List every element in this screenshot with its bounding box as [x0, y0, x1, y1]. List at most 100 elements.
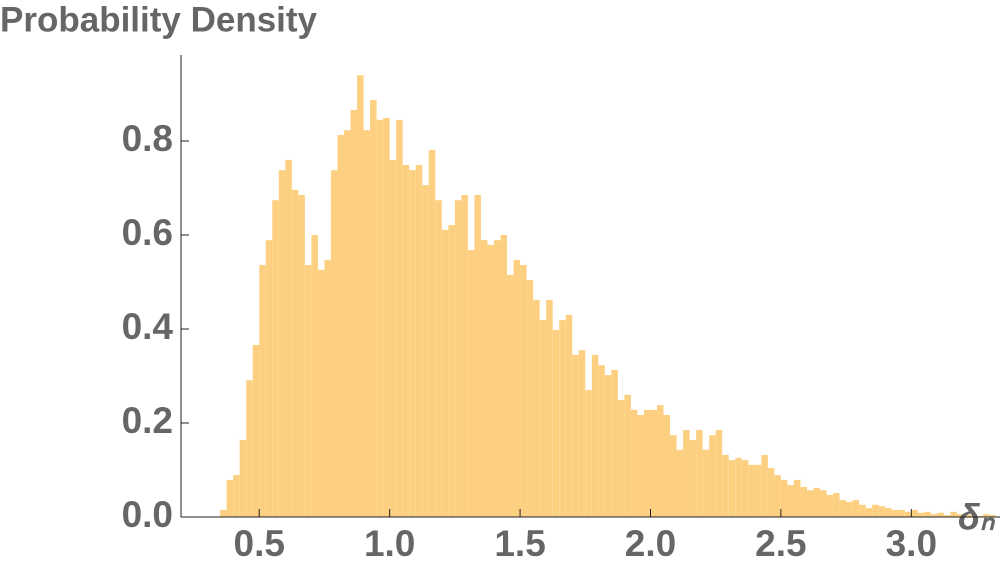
bar	[513, 259, 521, 517]
bar	[487, 244, 494, 517]
bar	[950, 511, 957, 517]
bar	[565, 314, 573, 517]
bar	[878, 506, 886, 517]
bar	[357, 75, 364, 517]
bar	[493, 240, 501, 517]
bar	[415, 164, 423, 518]
bar	[806, 490, 814, 517]
bar	[970, 514, 977, 517]
bar	[748, 464, 755, 517]
bar	[722, 454, 729, 517]
bar	[657, 405, 664, 517]
bar	[689, 439, 697, 517]
bar	[376, 119, 384, 518]
bar	[872, 504, 879, 517]
bar	[709, 435, 716, 517]
bar	[761, 454, 768, 517]
x-tick-label: 1.5	[494, 523, 545, 564]
x-tick-label: 2.5	[755, 523, 806, 564]
bar	[409, 170, 416, 517]
x-tick-label: 2.0	[625, 523, 676, 564]
bar	[846, 501, 853, 517]
bar	[904, 511, 912, 517]
bar	[943, 515, 951, 517]
bar	[344, 130, 351, 518]
bar	[774, 475, 781, 517]
bar	[650, 409, 658, 517]
bar	[298, 195, 305, 518]
bar	[252, 344, 260, 517]
bar	[559, 320, 566, 517]
bar	[859, 504, 866, 517]
bar	[852, 500, 860, 517]
bar	[546, 299, 553, 517]
bar	[617, 399, 625, 517]
bar	[533, 299, 540, 517]
bar	[402, 164, 410, 518]
bar	[441, 229, 449, 517]
bar	[800, 486, 807, 517]
bar	[572, 354, 579, 517]
bar	[702, 449, 710, 517]
bar	[911, 509, 918, 517]
bar	[630, 409, 638, 517]
bar	[585, 390, 592, 517]
bar	[793, 479, 801, 517]
bar	[839, 500, 847, 517]
bar	[924, 511, 931, 517]
bar	[337, 134, 345, 518]
bar	[474, 195, 481, 518]
bar	[813, 487, 821, 517]
bar	[754, 464, 762, 517]
bar	[663, 415, 671, 517]
bar	[539, 320, 547, 517]
bar	[233, 475, 240, 517]
y-tick-label: 0.8	[122, 118, 173, 159]
y-axis-label: Probability Density	[0, 0, 318, 39]
bar	[611, 369, 618, 517]
bar	[435, 200, 442, 517]
bar	[989, 515, 997, 517]
x-tick-label: 0.5	[234, 523, 285, 564]
bar	[891, 509, 899, 517]
bar	[833, 493, 840, 517]
bar	[963, 515, 971, 517]
bar	[787, 485, 794, 517]
bar	[304, 265, 312, 517]
bar	[917, 512, 925, 517]
bar	[467, 250, 475, 517]
bar	[272, 200, 279, 517]
bar	[526, 280, 534, 517]
bar	[735, 457, 742, 517]
bar	[226, 479, 234, 517]
bar	[422, 185, 429, 517]
bar	[826, 494, 834, 517]
bar	[728, 460, 736, 517]
bar	[500, 235, 508, 517]
bar	[259, 265, 266, 517]
bar	[520, 265, 527, 517]
bar	[598, 365, 605, 517]
bar	[937, 512, 944, 517]
bar	[278, 170, 286, 517]
bar	[363, 130, 371, 518]
bar	[454, 200, 462, 517]
bar	[767, 468, 775, 517]
bar	[265, 240, 273, 517]
y-tick-label: 0.0	[122, 494, 173, 535]
bar	[246, 380, 253, 517]
bar	[291, 189, 299, 517]
bar	[552, 329, 560, 517]
y-tick-label: 0.2	[122, 400, 173, 441]
bar	[604, 375, 612, 517]
bar	[383, 117, 390, 517]
bar	[389, 159, 397, 517]
bar	[670, 435, 677, 517]
bar	[780, 479, 788, 517]
bar	[676, 449, 684, 517]
x-tick-label: 1.0	[364, 523, 415, 564]
bar	[507, 274, 514, 517]
bar	[461, 195, 468, 518]
bar	[930, 514, 938, 517]
